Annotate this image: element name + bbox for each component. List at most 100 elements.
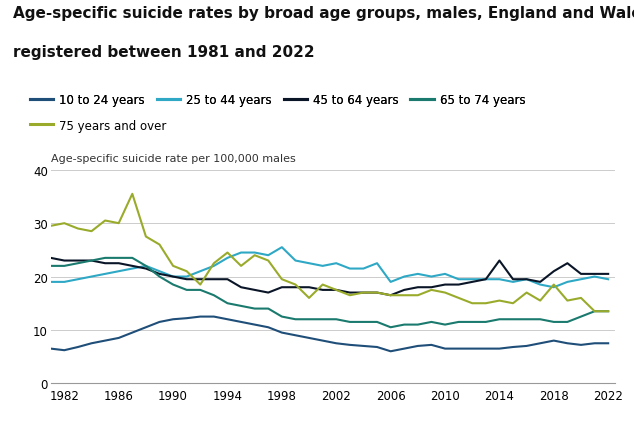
75 years and over (346, 293, 354, 298)
45 to 64 years (455, 282, 462, 288)
75 years and over (142, 234, 150, 239)
45 to 64 years (591, 272, 598, 277)
25 to 44 years (359, 266, 367, 271)
25 to 44 years (455, 277, 462, 282)
65 to 74 years (414, 322, 422, 327)
75 years and over (237, 264, 245, 269)
45 to 64 years (401, 288, 408, 293)
10 to 24 years (197, 314, 204, 320)
45 to 64 years (496, 258, 503, 263)
65 to 74 years (509, 317, 517, 322)
65 to 74 years (292, 317, 299, 322)
65 to 74 years (469, 320, 476, 325)
65 to 74 years (47, 264, 55, 269)
25 to 44 years (373, 261, 381, 266)
45 to 64 years (604, 272, 612, 277)
75 years and over (359, 291, 367, 296)
10 to 24 years (264, 325, 272, 330)
10 to 24 years (401, 346, 408, 351)
45 to 64 years (183, 277, 190, 282)
10 to 24 years (346, 343, 354, 348)
10 to 24 years (60, 348, 68, 353)
10 to 24 years (47, 346, 55, 351)
75 years and over (509, 301, 517, 306)
45 to 64 years (523, 277, 531, 282)
10 to 24 years (74, 345, 82, 350)
45 to 64 years (237, 285, 245, 290)
45 to 64 years (359, 291, 367, 296)
25 to 44 years (523, 277, 531, 282)
45 to 64 years (550, 269, 557, 274)
65 to 74 years (210, 293, 217, 298)
75 years and over (264, 258, 272, 263)
45 to 64 years (142, 266, 150, 271)
75 years and over (183, 269, 190, 274)
25 to 44 years (142, 264, 150, 269)
45 to 64 years (564, 261, 571, 266)
Line: 65 to 74 years: 65 to 74 years (51, 258, 608, 328)
10 to 24 years (183, 316, 190, 321)
Line: 25 to 44 years: 25 to 44 years (51, 248, 608, 288)
25 to 44 years (292, 258, 299, 263)
25 to 44 years (441, 272, 449, 277)
65 to 74 years (536, 317, 544, 322)
25 to 44 years (115, 269, 122, 274)
45 to 64 years (332, 288, 340, 293)
45 to 64 years (278, 285, 286, 290)
75 years and over (156, 242, 164, 248)
65 to 74 years (482, 320, 489, 325)
45 to 64 years (414, 285, 422, 290)
25 to 44 years (305, 261, 313, 266)
Line: 45 to 64 years: 45 to 64 years (51, 258, 608, 296)
10 to 24 years (237, 320, 245, 325)
75 years and over (251, 253, 259, 258)
25 to 44 years (550, 285, 557, 290)
75 years and over (115, 221, 122, 226)
10 to 24 years (292, 333, 299, 338)
65 to 74 years (156, 274, 164, 279)
25 to 44 years (482, 277, 489, 282)
10 to 24 years (305, 336, 313, 341)
10 to 24 years (577, 343, 585, 348)
75 years and over (169, 264, 177, 269)
25 to 44 years (278, 245, 286, 250)
25 to 44 years (169, 274, 177, 279)
25 to 44 years (604, 277, 612, 282)
65 to 74 years (359, 320, 367, 325)
75 years and over (197, 282, 204, 288)
75 years and over (577, 296, 585, 301)
75 years and over (60, 221, 68, 226)
25 to 44 years (47, 280, 55, 285)
10 to 24 years (441, 346, 449, 351)
45 to 64 years (536, 280, 544, 285)
25 to 44 years (427, 274, 435, 279)
45 to 64 years (169, 274, 177, 279)
75 years and over (224, 250, 231, 256)
65 to 74 years (101, 256, 109, 261)
75 years and over (564, 298, 571, 303)
10 to 24 years (564, 341, 571, 346)
25 to 44 years (74, 277, 82, 282)
65 to 74 years (197, 288, 204, 293)
45 to 64 years (101, 261, 109, 266)
65 to 74 years (564, 320, 571, 325)
65 to 74 years (523, 317, 531, 322)
45 to 64 years (469, 280, 476, 285)
10 to 24 years (482, 346, 489, 351)
10 to 24 years (224, 317, 231, 322)
75 years and over (74, 227, 82, 232)
10 to 24 years (169, 317, 177, 322)
75 years and over (319, 282, 327, 288)
25 to 44 years (264, 253, 272, 258)
45 to 64 years (60, 258, 68, 263)
45 to 64 years (197, 277, 204, 282)
75 years and over (101, 219, 109, 224)
25 to 44 years (224, 256, 231, 261)
65 to 74 years (169, 282, 177, 288)
65 to 74 years (319, 317, 327, 322)
65 to 74 years (455, 320, 462, 325)
75 years and over (496, 298, 503, 303)
10 to 24 years (332, 341, 340, 346)
25 to 44 years (156, 269, 164, 274)
Line: 75 years and over: 75 years and over (51, 194, 608, 311)
